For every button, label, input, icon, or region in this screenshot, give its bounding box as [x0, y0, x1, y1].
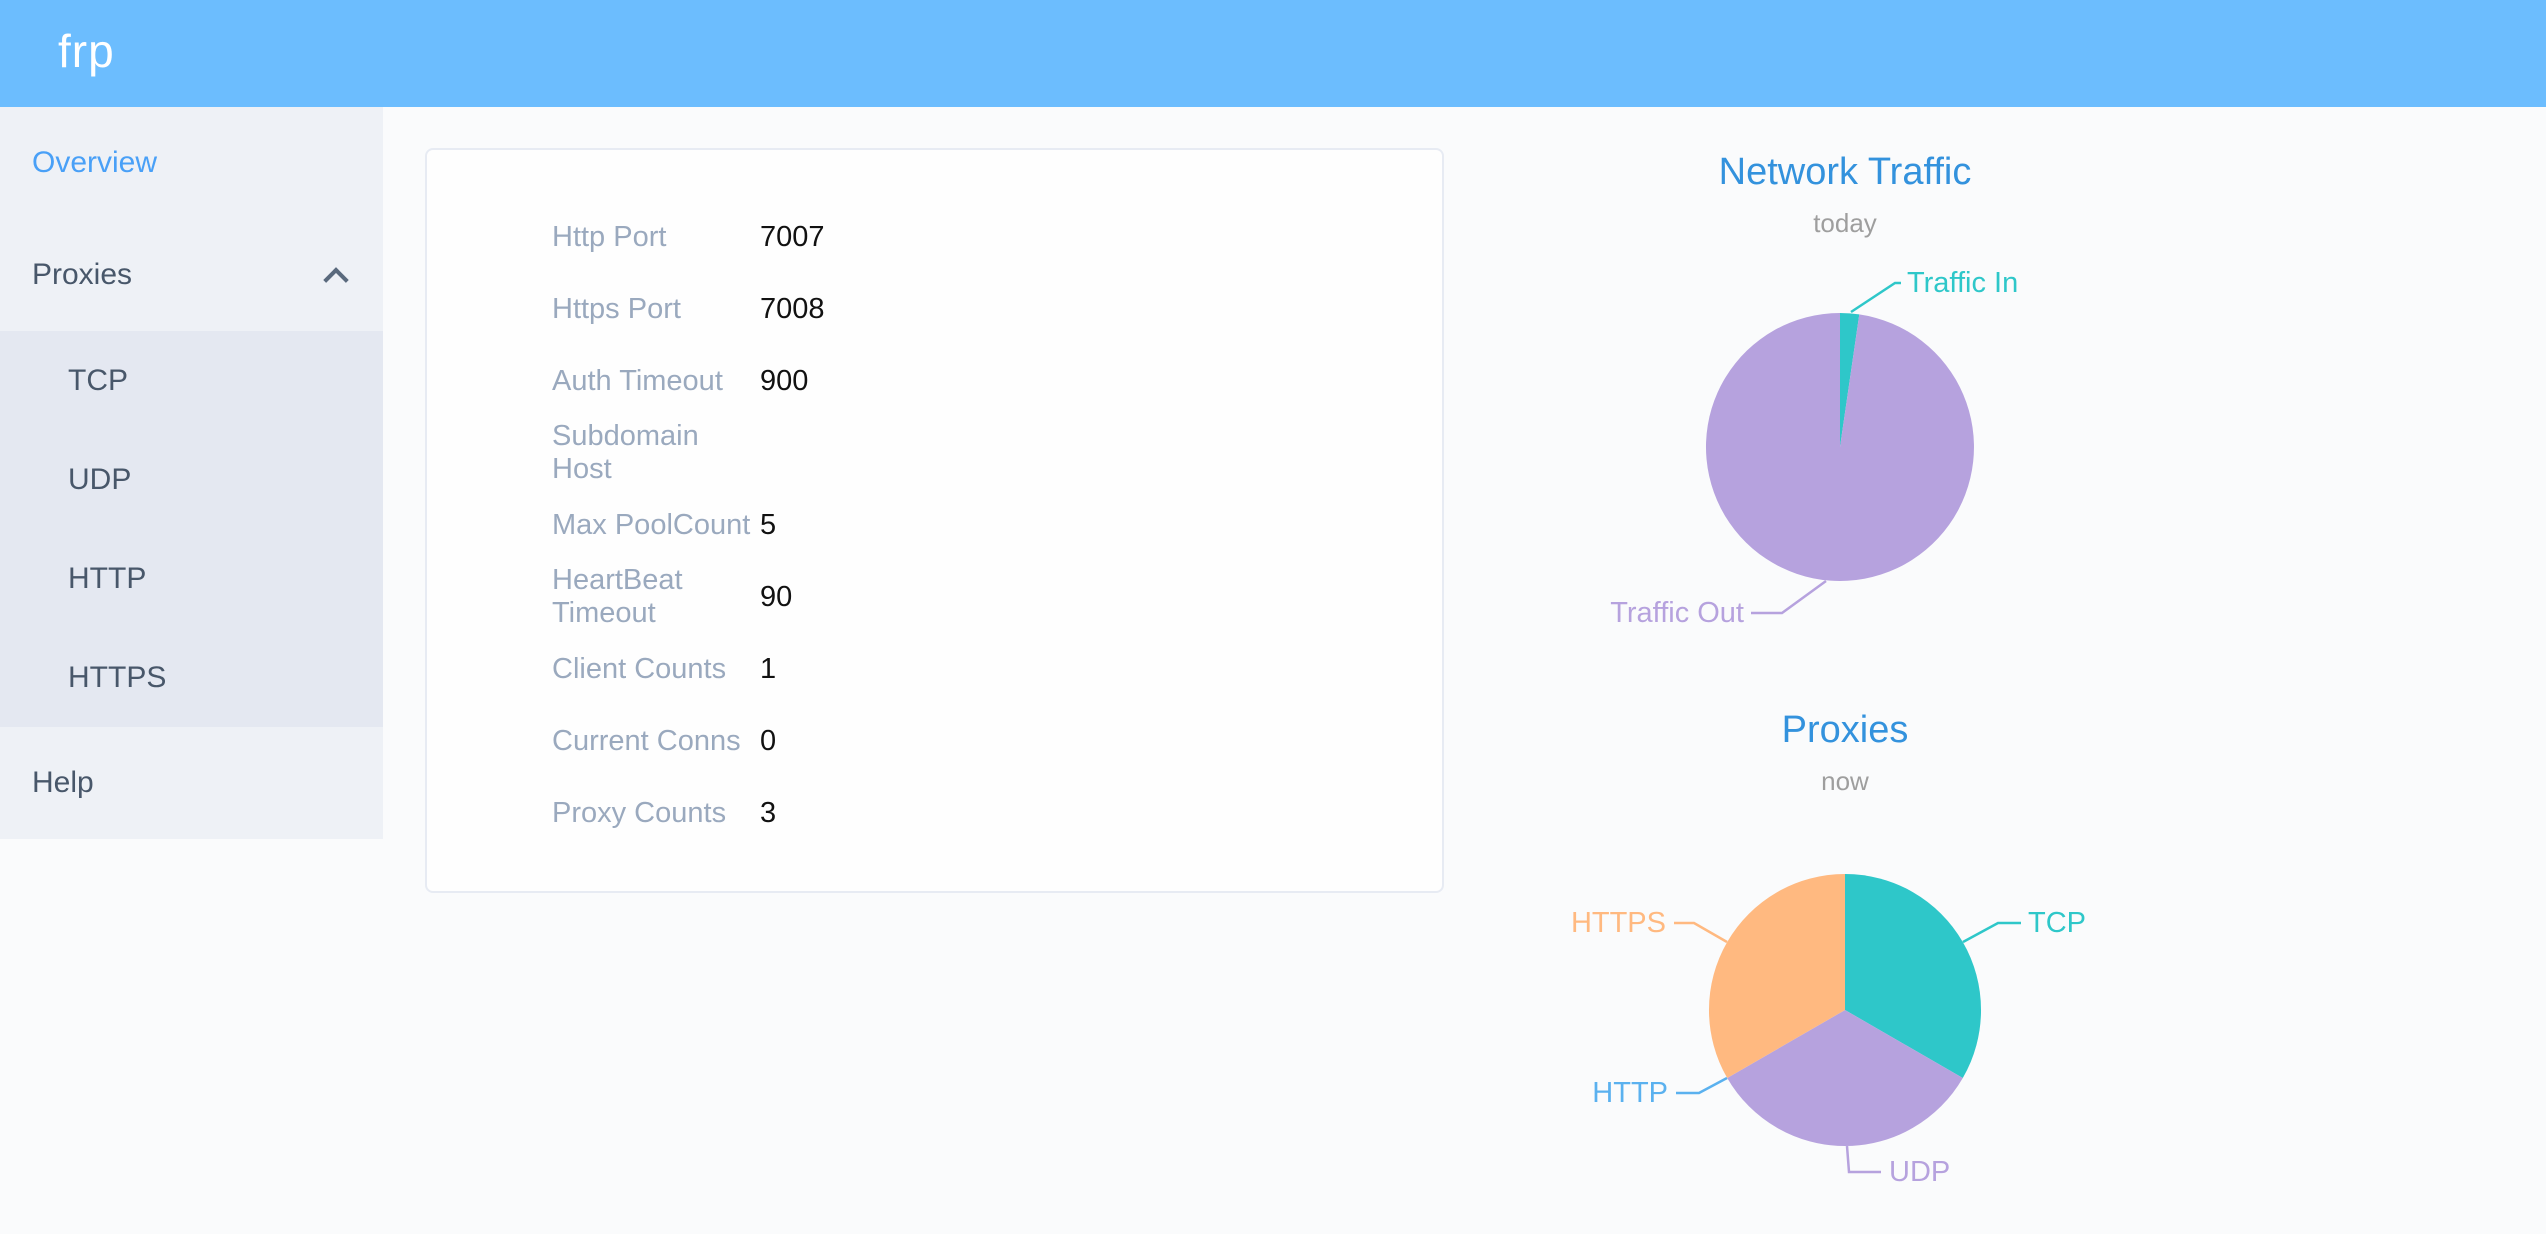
sidebar-item-tcp[interactable]: TCP: [68, 364, 128, 397]
https-label: HTTPS: [1571, 907, 1666, 939]
config-label: Https Port: [552, 292, 681, 325]
sidebar-item-https[interactable]: HTTPS: [68, 661, 167, 694]
config-label: Auth Timeout: [552, 364, 723, 397]
config-value: 7008: [760, 292, 825, 325]
sidebar: Overview Proxies TCP UDP HTTP HTTPS Help: [0, 107, 383, 839]
config-value: 0: [760, 724, 777, 757]
config-value: 3: [760, 796, 777, 829]
traffic-in-label: Traffic In: [1907, 267, 2018, 299]
traffic-out-label: Traffic Out: [1610, 597, 1744, 629]
pie-slices: [1708, 874, 1982, 1147]
sidebar-item-http[interactable]: HTTP: [68, 562, 147, 595]
config-label: Subdomain Host: [552, 420, 699, 485]
config-value: 900: [760, 364, 809, 397]
chart-subtitle: today: [1813, 208, 1877, 238]
config-label: Client Counts: [552, 652, 727, 685]
https-leader-line: [1674, 921, 1728, 944]
config-label: Http Port: [552, 220, 667, 253]
config-row: Https Port 7008: [427, 273, 1442, 345]
config-value: 1: [760, 652, 777, 685]
sidebar-item-udp[interactable]: UDP: [68, 463, 132, 496]
sidebar-item-proxies-label: Proxies: [32, 258, 133, 291]
config-row: Current Conns 0: [427, 705, 1442, 777]
app-header: frp: [0, 0, 2546, 107]
pie-slice-tcp[interactable]: [1845, 874, 1982, 1078]
pie-slices: [1705, 313, 1974, 581]
pie-slice-udp[interactable]: [1727, 1010, 1963, 1147]
config-value: 7007: [760, 220, 825, 253]
sidebar-item-proxies[interactable]: Proxies: [0, 219, 383, 331]
network-traffic-pie: Traffic In Traffic Out: [1610, 267, 2018, 629]
app-logo: frp: [58, 25, 115, 77]
config-row: Auth Timeout 900: [427, 345, 1442, 417]
config-label: HeartBeat Timeout: [552, 564, 683, 629]
sidebar-item-help[interactable]: Help: [32, 766, 94, 799]
config-value: 90: [760, 580, 793, 613]
traffic-out-leader-line: [1751, 579, 1827, 615]
pie-slice-https[interactable]: [1708, 874, 1845, 1078]
config-label: Proxy Counts: [552, 796, 727, 829]
traffic-in-leader-line: [1850, 281, 1901, 314]
chevron-up-icon: [323, 267, 349, 293]
proxies-pie: TCP UDP HTTP HTTPS: [1571, 874, 2086, 1188]
proxies-submenu: TCP UDP HTTP HTTPS: [0, 331, 383, 727]
chart-subtitle: now: [1821, 766, 1869, 796]
chart-title: Network Traffic: [1718, 151, 1972, 193]
chart-title: Proxies: [1781, 709, 1909, 751]
udp-leader-line: [1845, 1145, 1881, 1174]
proxies-chart: Proxies now TCP UDP HTTP HTTPS: [1560, 708, 2130, 1208]
config-row: Proxy Counts 3: [427, 777, 1442, 849]
config-label: Max PoolCount: [552, 508, 751, 541]
config-value: 5: [760, 508, 777, 541]
tcp-label: TCP: [2028, 907, 2086, 939]
pie-slice-traffic-in[interactable]: [1840, 313, 1860, 447]
config-row: Client Counts 1: [427, 633, 1442, 705]
sidebar-item-overview[interactable]: Overview: [32, 146, 158, 179]
config-row: Http Port 7007: [427, 201, 1442, 273]
config-row: Subdomain Host: [427, 417, 1442, 489]
http-leader-line: [1676, 1076, 1728, 1095]
server-config-card: Http Port 7007 Https Port 7008 Auth Time…: [425, 148, 1444, 893]
pie-slice-traffic-out[interactable]: [1705, 313, 1974, 581]
network-traffic-chart: Network Traffic today Traffic In Traffic…: [1560, 150, 2130, 650]
config-label: Current Conns: [552, 724, 741, 757]
config-row: Max PoolCount 5: [427, 489, 1442, 561]
tcp-leader-line: [1962, 921, 2021, 944]
udp-label: UDP: [1889, 1156, 1950, 1188]
http-label: HTTP: [1592, 1077, 1668, 1109]
config-row: HeartBeat Timeout 90: [427, 561, 1442, 633]
